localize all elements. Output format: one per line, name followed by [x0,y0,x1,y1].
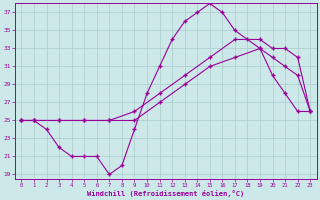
X-axis label: Windchill (Refroidissement éolien,°C): Windchill (Refroidissement éolien,°C) [87,190,244,197]
